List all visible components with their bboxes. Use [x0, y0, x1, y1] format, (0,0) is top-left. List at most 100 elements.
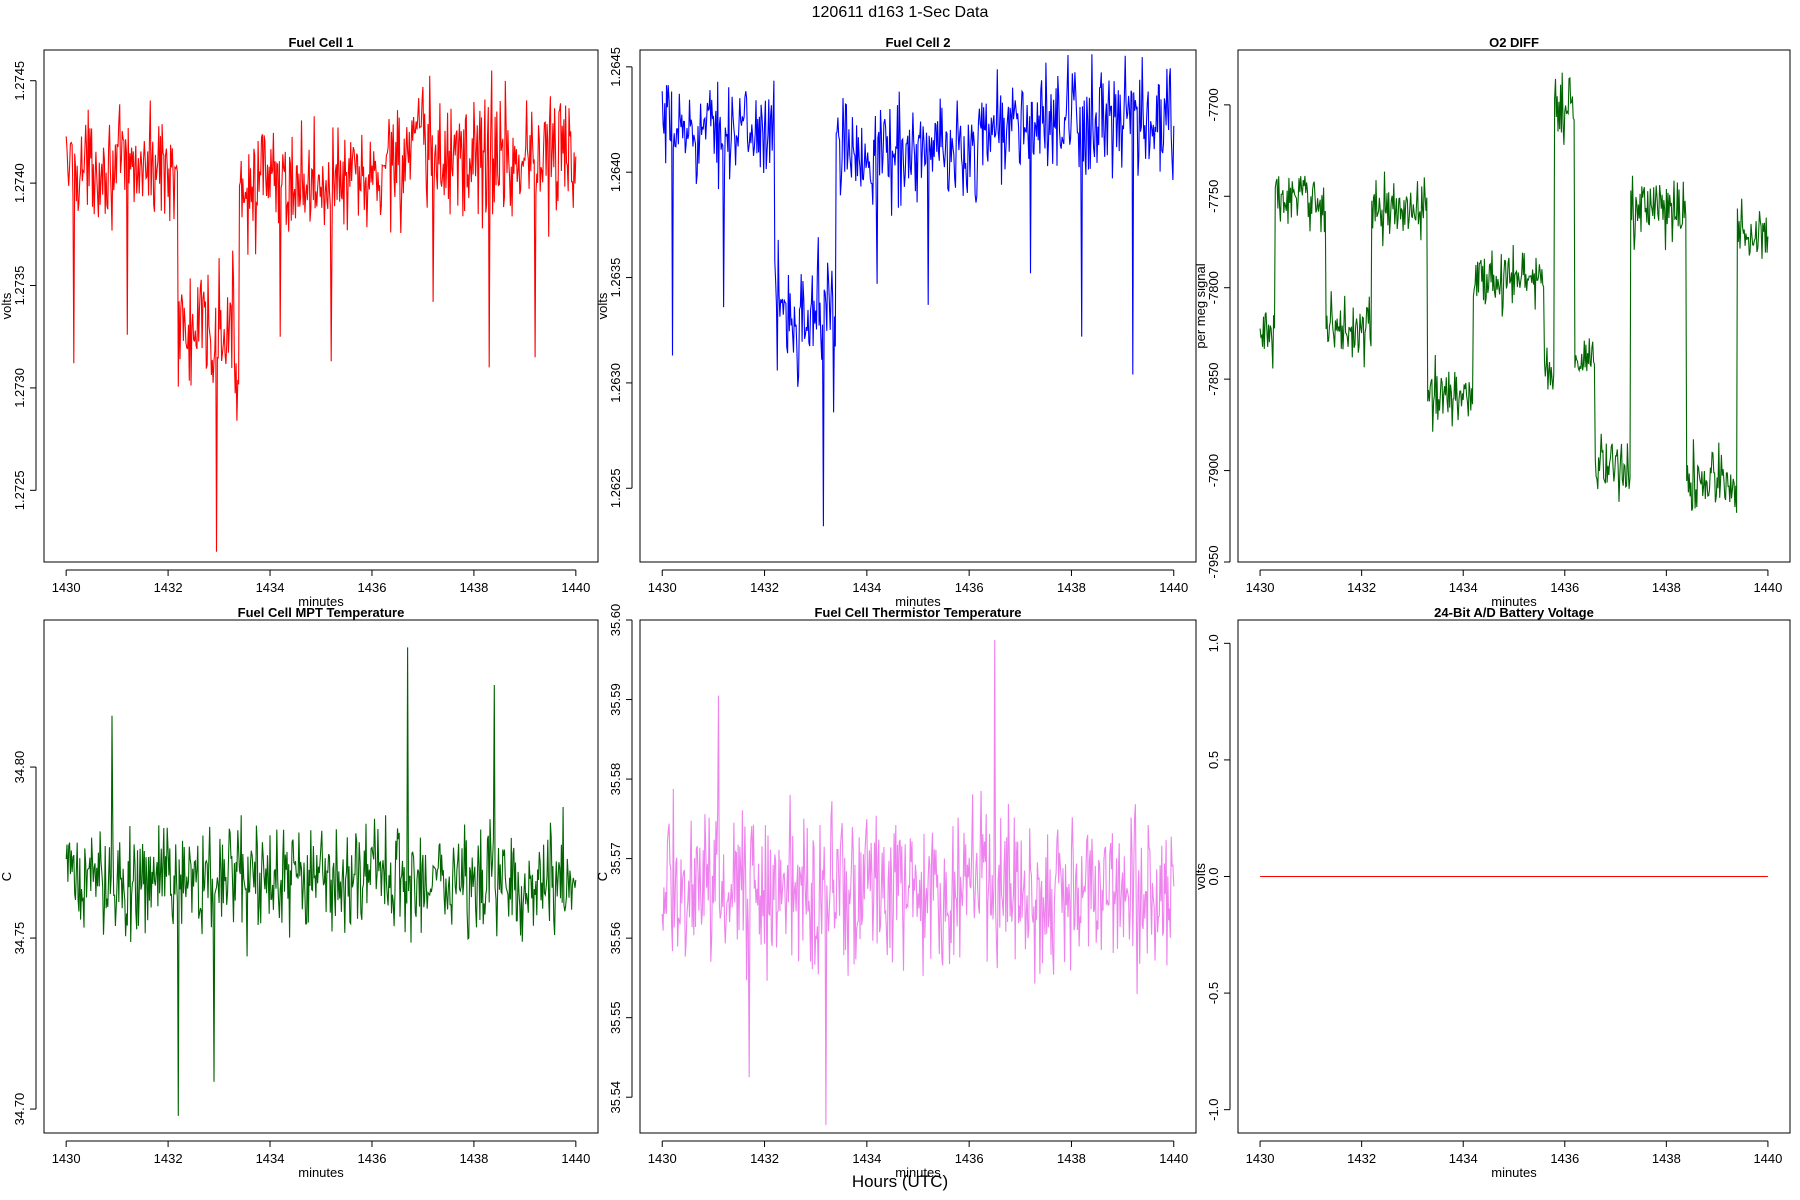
x-tick-label: 1436: [955, 580, 984, 595]
y-tick-label: 1.2745: [12, 61, 27, 101]
plot-frame: [1237, 619, 1791, 1134]
x-tick-label: 1438: [1057, 580, 1086, 595]
chart-title: Fuel Cell MPT Temperature: [238, 605, 405, 620]
y-tick-label: 35.59: [608, 683, 623, 716]
chart-title: O2 DIFF: [1489, 35, 1539, 50]
x-tick-label: 1436: [1550, 580, 1579, 595]
y-tick-label: -7850: [1206, 363, 1221, 396]
x-tick-label: 1436: [1550, 1151, 1579, 1166]
x-tick-label: 1440: [1753, 1151, 1782, 1166]
y-tick-label: 1.2635: [608, 258, 623, 298]
x-tick-label: 1434: [1449, 1151, 1478, 1166]
chart-title: 24-Bit A/D Battery Voltage: [1434, 605, 1594, 620]
y-tick-label: 35.60: [608, 604, 623, 637]
x-tick-label: 1440: [1753, 580, 1782, 595]
x-axis-label: minutes: [895, 594, 941, 609]
y-tick-label: 1.2640: [608, 152, 623, 192]
y-tick-label: 1.2630: [608, 363, 623, 403]
x-tick-label: 1432: [1347, 1151, 1376, 1166]
y-tick-label: 35.58: [608, 763, 623, 796]
chart-title: Fuel Cell Thermistor Temperature: [814, 605, 1021, 620]
y-tick-label: -0.5: [1206, 982, 1221, 1004]
x-tick-label: 1432: [750, 1151, 779, 1166]
x-tick-label: 1430: [648, 1151, 677, 1166]
y-tick-label: 1.2740: [12, 163, 27, 203]
x-tick-label: 1438: [1652, 580, 1681, 595]
y-tick-label: 35.54: [608, 1081, 623, 1114]
series-line: [661, 54, 1175, 527]
y-tick-label: -7700: [1206, 88, 1221, 121]
x-tick-label: 1436: [358, 1151, 387, 1166]
x-tick-label: 1432: [1347, 580, 1376, 595]
y-tick-label: 0.0: [1206, 867, 1221, 885]
y-tick-label: 35.55: [608, 1001, 623, 1034]
y-tick-label: 35.56: [608, 922, 623, 955]
y-tick-label: 1.2735: [12, 266, 27, 306]
x-tick-label: 1440: [1159, 1151, 1188, 1166]
x-tick-label: 1430: [52, 1151, 81, 1166]
page-title: 120611 d163 1-Sec Data: [811, 4, 989, 21]
y-tick-label: 35.57: [608, 842, 623, 875]
chart-title: Fuel Cell 1: [288, 35, 353, 50]
plot-frame: [43, 49, 599, 563]
y-tick-label: 1.2645: [608, 47, 623, 87]
x-tick-label: 1434: [1449, 580, 1478, 595]
x-tick-label: 1434: [852, 580, 881, 595]
x-tick-label: 1430: [648, 580, 677, 595]
x-tick-label: 1434: [256, 580, 285, 595]
x-tick-label: 1430: [1246, 580, 1275, 595]
x-tick-label: 1438: [459, 1151, 488, 1166]
y-tick-label: -7800: [1206, 271, 1221, 304]
x-tick-label: 1440: [561, 1151, 590, 1166]
plot-frame: [1237, 49, 1791, 563]
x-tick-label: 1432: [154, 1151, 183, 1166]
x-tick-label: 1440: [561, 580, 590, 595]
x-tick-label: 1430: [52, 580, 81, 595]
x-tick-label: 1432: [750, 580, 779, 595]
y-axis-label: volts: [0, 292, 14, 319]
y-tick-label: 34.75: [12, 922, 27, 955]
x-tick-label: 1438: [1057, 1151, 1086, 1166]
page-x-axis-label: Hours (UTC): [851, 1172, 949, 1191]
y-tick-label: 0.5: [1206, 751, 1221, 769]
y-tick-label: 34.70: [12, 1093, 27, 1126]
plot-frame: [43, 619, 599, 1134]
x-tick-label: 1434: [256, 1151, 285, 1166]
y-axis-label: C: [0, 872, 14, 881]
plot-frame: [639, 619, 1197, 1134]
x-axis-label: minutes: [895, 1165, 941, 1180]
y-tick-label: 1.2625: [608, 468, 623, 508]
y-axis-label: per meg signal: [1193, 263, 1208, 348]
y-tick-label: 1.0: [1206, 634, 1221, 652]
y-axis-label: volts: [1193, 863, 1208, 890]
x-tick-label: 1438: [459, 580, 488, 595]
y-tick-label: -1.0: [1206, 1098, 1221, 1120]
series-line: [65, 647, 577, 1116]
chart-title: Fuel Cell 2: [885, 35, 950, 50]
y-axis-label: C: [595, 872, 610, 881]
y-axis-label: volts: [595, 292, 610, 319]
series-line: [661, 639, 1175, 1126]
y-tick-label: 34.80: [12, 751, 27, 784]
x-axis-label: minutes: [298, 594, 344, 609]
x-axis-label: minutes: [1491, 1165, 1537, 1180]
y-tick-label: -7950: [1206, 545, 1221, 578]
y-tick-label: -7750: [1206, 180, 1221, 213]
x-axis-label: minutes: [1491, 594, 1537, 609]
x-tick-label: 1434: [852, 1151, 881, 1166]
x-tick-label: 1436: [955, 1151, 984, 1166]
y-tick-label: -7900: [1206, 454, 1221, 487]
x-tick-label: 1432: [154, 580, 183, 595]
series-line: [1259, 72, 1769, 513]
x-axis-label: minutes: [298, 1165, 344, 1180]
y-tick-label: 1.2725: [12, 470, 27, 510]
y-tick-label: 1.2730: [12, 368, 27, 408]
plot-frame: [639, 49, 1197, 563]
x-tick-label: 1438: [1652, 1151, 1681, 1166]
x-tick-label: 1430: [1246, 1151, 1275, 1166]
